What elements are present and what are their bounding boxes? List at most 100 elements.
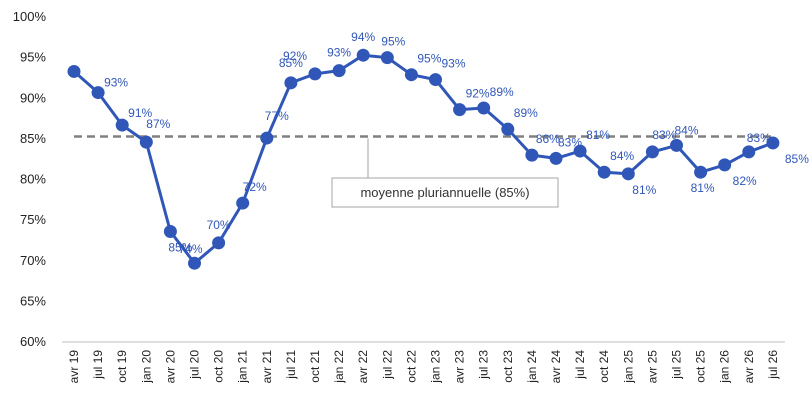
y-tick-label: 70% bbox=[20, 253, 46, 268]
x-tick-label: jul 21 bbox=[284, 350, 298, 380]
data-label: 72% bbox=[243, 180, 267, 194]
data-label: 93% bbox=[441, 57, 465, 71]
data-point bbox=[91, 86, 105, 100]
x-tick-label: jul 25 bbox=[670, 350, 684, 380]
data-label: 81% bbox=[632, 183, 656, 197]
x-tick-label: jan 23 bbox=[429, 350, 443, 384]
data-label: 93% bbox=[104, 76, 128, 90]
data-point bbox=[718, 158, 732, 172]
data-point bbox=[380, 51, 394, 65]
data-point bbox=[212, 236, 226, 250]
x-tick-label: jul 23 bbox=[477, 350, 491, 380]
data-label: 89% bbox=[514, 106, 538, 120]
x-tick-label: avr 19 bbox=[67, 350, 81, 384]
x-tick-label: jan 24 bbox=[525, 350, 539, 384]
data-point bbox=[525, 148, 539, 162]
data-point bbox=[597, 165, 611, 179]
x-tick-label: oct 20 bbox=[212, 350, 226, 383]
data-label: 89% bbox=[490, 85, 514, 99]
y-tick-label: 75% bbox=[20, 212, 46, 227]
x-tick-label: jul 20 bbox=[188, 350, 202, 380]
x-tick-label: oct 23 bbox=[501, 350, 515, 383]
x-tick-label: avr 21 bbox=[260, 350, 274, 384]
data-label: 83% bbox=[558, 135, 582, 149]
x-tick-label: jan 22 bbox=[332, 350, 346, 384]
y-tick-label: 60% bbox=[20, 334, 46, 349]
x-tick-label: jul 24 bbox=[573, 350, 587, 380]
data-label: 91% bbox=[128, 106, 152, 120]
x-tick-label: oct 25 bbox=[694, 350, 708, 383]
data-point bbox=[645, 145, 659, 159]
y-tick-label: 90% bbox=[20, 90, 46, 105]
x-tick-label: jan 25 bbox=[621, 350, 635, 384]
y-axis-ticks: 60% 65% 70% 75% 80% 85% 90% 95% 100% bbox=[13, 9, 47, 349]
data-point bbox=[188, 256, 201, 270]
y-tick-label: 85% bbox=[20, 131, 46, 146]
x-tick-label: oct 19 bbox=[115, 350, 129, 383]
data-label: 85% bbox=[785, 152, 809, 166]
data-point bbox=[308, 67, 322, 81]
data-point bbox=[115, 118, 129, 132]
data-point bbox=[549, 151, 563, 165]
average-annotation: moyenne pluriannuelle (85%) bbox=[331, 177, 559, 208]
data-label: 86% bbox=[536, 132, 560, 146]
data-point bbox=[356, 48, 370, 62]
x-tick-label: jan 20 bbox=[139, 350, 153, 384]
data-label: 82% bbox=[733, 174, 757, 188]
data-label: 92% bbox=[466, 87, 490, 101]
data-label: 74% bbox=[178, 242, 202, 256]
x-tick-label: oct 22 bbox=[404, 350, 418, 383]
x-tick-label: jan 21 bbox=[236, 350, 250, 384]
data-point bbox=[332, 64, 346, 78]
data-point bbox=[163, 225, 177, 238]
data-point bbox=[621, 167, 635, 181]
data-label: 87% bbox=[146, 117, 170, 131]
x-tick-label: avr 26 bbox=[742, 350, 756, 384]
x-tick-label: avr 25 bbox=[645, 350, 659, 384]
x-tick-label: avr 24 bbox=[549, 350, 563, 384]
data-point bbox=[573, 144, 587, 158]
data-label: 70% bbox=[207, 218, 231, 232]
annotation-box bbox=[331, 177, 559, 208]
data-label: 92% bbox=[283, 49, 307, 63]
data-label: 85% bbox=[168, 241, 192, 255]
x-tick-label: oct 24 bbox=[597, 350, 611, 383]
data-label: 83% bbox=[747, 131, 771, 145]
x-tick-label: avr 23 bbox=[453, 350, 467, 384]
x-tick-label: jul 26 bbox=[766, 350, 780, 380]
data-labels: 93%91%87%85%74%70%72%77%85%92% 93%94% 95%9… bbox=[104, 30, 809, 256]
y-tick-label: 100% bbox=[13, 9, 47, 24]
data-label: 93% bbox=[327, 46, 351, 60]
data-label: 84% bbox=[610, 149, 634, 163]
data-point bbox=[284, 76, 298, 90]
x-axis-ticks: avr 19 jul 19 oct 19 jan 20 avr 20 jul 20 oct … bbox=[67, 350, 780, 384]
data-label: 84% bbox=[674, 123, 698, 137]
data-label: 81% bbox=[691, 181, 715, 195]
y-tick-label: 80% bbox=[20, 172, 46, 187]
data-point bbox=[670, 138, 683, 152]
data-point bbox=[694, 165, 708, 179]
data-point bbox=[260, 131, 274, 145]
x-tick-label: jul 22 bbox=[380, 350, 394, 380]
data-point bbox=[236, 196, 250, 210]
data-label: 85% bbox=[279, 56, 303, 70]
series-line bbox=[73, 53, 774, 265]
data-label: 83% bbox=[652, 128, 676, 142]
data-label: 95% bbox=[417, 52, 441, 66]
series-points bbox=[67, 48, 780, 270]
data-point bbox=[429, 73, 442, 87]
annotation-label: moyenne pluriannuelle (85%) bbox=[360, 185, 529, 200]
x-tick-label: avr 22 bbox=[356, 350, 370, 384]
x-tick-label: jan 26 bbox=[718, 350, 732, 384]
x-tick-label: jul 19 bbox=[91, 350, 105, 380]
data-point bbox=[477, 101, 491, 115]
data-point bbox=[766, 136, 780, 150]
data-label: 94% bbox=[351, 30, 375, 44]
data-point bbox=[453, 103, 467, 117]
x-tick-label: avr 20 bbox=[163, 350, 177, 384]
data-label: 77% bbox=[265, 109, 289, 123]
data-point bbox=[742, 145, 756, 159]
y-tick-label: 65% bbox=[20, 293, 46, 308]
data-label: 95% bbox=[381, 35, 405, 49]
